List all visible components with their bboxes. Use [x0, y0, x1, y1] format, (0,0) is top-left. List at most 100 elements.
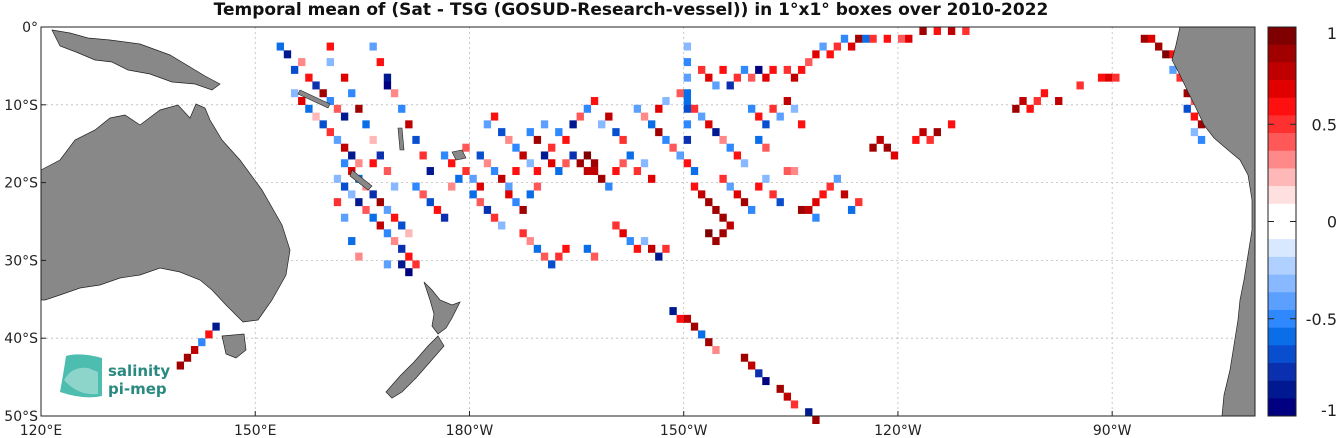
heatmap-cell — [705, 73, 713, 82]
heatmap-cell — [933, 27, 941, 35]
landmass-fiji — [451, 149, 467, 161]
heatmap-cell — [705, 338, 713, 347]
heatmap-cell — [762, 143, 770, 152]
colorbar-swatch — [1268, 150, 1296, 169]
heatmap-cell — [733, 151, 742, 160]
heatmap-cell — [762, 377, 770, 386]
heatmap-cell — [1183, 104, 1191, 113]
colorbar-swatch — [1268, 186, 1296, 205]
heatmap-cell — [412, 260, 420, 269]
heatmap-cell — [826, 50, 834, 59]
x-tick-label: 120°W — [874, 423, 922, 438]
heatmap-cell — [583, 167, 592, 176]
heatmap-cell — [326, 42, 334, 51]
heatmap-cell — [590, 97, 599, 105]
heatmap-cell — [390, 89, 399, 98]
heatmap-cell — [398, 244, 406, 253]
heatmap-cell — [576, 112, 584, 121]
heatmap-cell — [369, 42, 377, 51]
heatmap-cell — [926, 135, 934, 144]
heatmap-cell — [383, 81, 392, 90]
heatmap-cell — [648, 244, 656, 253]
heatmap-cell — [1055, 97, 1063, 105]
colorbar-swatch — [1268, 168, 1296, 187]
heatmap-cell — [183, 353, 192, 362]
heatmap-cell — [690, 167, 699, 176]
heatmap-cell — [683, 135, 692, 144]
colorbar-swatch — [1268, 274, 1296, 293]
heatmap-cell — [612, 167, 620, 176]
heatmap-cell — [490, 213, 499, 222]
heatmap-cell — [626, 151, 634, 160]
heatmap-cell — [755, 135, 763, 144]
heatmap-cell — [619, 159, 627, 168]
heatmap-cell — [455, 174, 463, 183]
colorbar-swatch — [1268, 80, 1296, 99]
heatmap-cell — [298, 97, 306, 105]
heatmap-cell — [212, 322, 220, 331]
landmass-solomon — [297, 89, 331, 109]
heatmap-cell — [640, 159, 649, 168]
landmass-nz-south — [385, 335, 445, 399]
heatmap-cell — [1197, 135, 1206, 144]
heatmap-cell — [1012, 104, 1020, 113]
heatmap-cell — [683, 120, 692, 129]
heatmap-cell — [855, 198, 863, 207]
heatmap-cell — [912, 135, 920, 144]
heatmap-cell — [405, 229, 413, 238]
heatmap-cell — [776, 384, 784, 393]
heatmap-cell — [519, 205, 527, 214]
heatmap-cell — [826, 182, 834, 191]
heatmap-cell — [669, 307, 677, 316]
heatmap-cell — [1105, 73, 1113, 82]
heatmap-cell — [419, 190, 427, 199]
heatmap-cell — [290, 89, 299, 98]
heatmap-cell — [469, 190, 477, 199]
heatmap-cell — [719, 65, 727, 74]
heatmap-cell — [505, 135, 513, 144]
heatmap-cell — [740, 353, 749, 362]
y-tick-label: 10°S — [4, 98, 38, 114]
heatmap-cell — [405, 120, 413, 129]
heatmap-cell — [590, 159, 599, 168]
map-title: Temporal mean of (Sat - TSG (GOSUD-Resea… — [213, 0, 1049, 20]
y-tick-label: 30°S — [4, 253, 38, 269]
heatmap-cell — [383, 205, 392, 214]
colorbar-swatch — [1268, 44, 1296, 63]
heatmap-cell — [712, 345, 720, 354]
heatmap-cell — [776, 112, 784, 121]
heatmap-cell — [340, 182, 349, 191]
heatmap-cell — [555, 167, 563, 176]
heatmap-cell — [769, 104, 777, 113]
heatmap-cell — [762, 73, 770, 82]
heatmap-cell — [655, 104, 663, 113]
heatmap-cell — [790, 400, 799, 409]
heatmap-cell — [498, 128, 506, 137]
landmass-south-america — [1171, 26, 1256, 417]
heatmap-cell — [526, 128, 534, 137]
heatmap-cell — [383, 229, 392, 238]
colorbar-tick-label: 0.5 — [1312, 115, 1337, 134]
colorbar-swatch — [1268, 380, 1296, 399]
heatmap-cell — [876, 135, 884, 144]
y-tick-label: 20°S — [4, 176, 38, 192]
heatmap-cell — [1176, 73, 1184, 82]
heatmap-cell — [676, 89, 684, 98]
heatmap-cell — [533, 244, 542, 253]
heatmap-cell — [176, 361, 185, 370]
heatmap-cell — [448, 159, 456, 168]
heatmap-cell — [498, 221, 506, 230]
heatmap-cell — [398, 260, 406, 269]
heatmap-cell — [719, 135, 727, 144]
heatmap-cell — [355, 104, 363, 113]
heatmap-cell — [340, 112, 349, 121]
heatmap-cell — [305, 73, 313, 82]
heatmap-cell — [840, 190, 849, 199]
heatmap-cell — [562, 244, 570, 253]
heatmap-cell — [355, 159, 363, 168]
heatmap-cell — [548, 159, 556, 168]
colorbar-tick-label: -1 — [1321, 401, 1337, 420]
heatmap-cell — [726, 143, 734, 152]
heatmap-cell — [1190, 128, 1199, 137]
